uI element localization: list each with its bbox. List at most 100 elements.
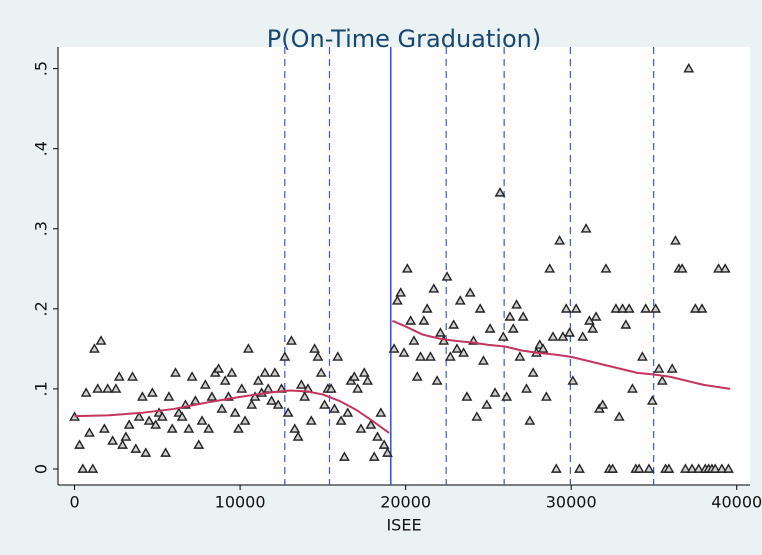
scatter-point: [617, 303, 628, 313]
scatter-point: [441, 271, 453, 281]
scatter-point: [246, 399, 258, 409]
scatter-point: [338, 451, 350, 461]
scatter-point: [504, 311, 516, 321]
scatter-point: [448, 319, 460, 329]
scatter-point: [521, 383, 532, 393]
fit-line: [74, 389, 390, 434]
scatter-point: [620, 319, 632, 329]
scatter-point: [289, 423, 301, 433]
x-tick-label: 20000: [380, 493, 431, 512]
scatter-point: [295, 379, 307, 389]
scatter-point: [388, 343, 400, 353]
scatter-point: [418, 315, 430, 325]
scatter-point: [428, 283, 440, 293]
scatter-point: [577, 331, 589, 341]
scatter-point: [514, 351, 526, 361]
scatter-point: [554, 235, 566, 245]
scatter-point: [365, 419, 377, 429]
scatter-point: [550, 463, 562, 473]
scatter-point: [560, 303, 572, 313]
scatter-point: [213, 363, 224, 373]
scatter-point: [501, 391, 513, 401]
scatter-point: [415, 351, 426, 361]
scatter-point: [676, 263, 688, 273]
scatter-point: [305, 415, 317, 425]
y-tick-label: .1: [32, 381, 51, 396]
scatter-point: [489, 387, 501, 397]
scatter-point: [497, 331, 509, 341]
scatter-point: [574, 463, 585, 473]
scatter-point: [590, 311, 602, 321]
scatter-point: [329, 403, 340, 413]
scatter-point: [199, 379, 211, 389]
scatter-point: [242, 343, 254, 353]
scatter-point: [408, 335, 420, 345]
scatter-point: [239, 415, 251, 425]
scatter-point: [74, 439, 85, 449]
scatter-point: [102, 383, 114, 393]
scatter-point: [613, 411, 625, 421]
scatter-point: [292, 431, 304, 441]
scatter-point: [537, 343, 549, 353]
scatter-point: [312, 351, 324, 361]
scatter-point: [156, 411, 168, 421]
y-tick-label: .3: [32, 221, 51, 236]
scatter-point: [713, 263, 724, 273]
scatter-point: [411, 371, 423, 381]
scatter-point: [719, 263, 731, 273]
scatter-point: [507, 323, 519, 333]
scatter-point: [643, 463, 655, 473]
scatter-point: [183, 423, 195, 433]
scatter-point: [474, 303, 486, 313]
scatter-point: [666, 363, 678, 373]
scatter-point: [342, 407, 354, 417]
scatter-point: [272, 399, 284, 409]
scatter-point: [87, 463, 99, 473]
scatter-point: [127, 371, 138, 381]
x-tick-label: 40000: [711, 493, 762, 512]
scatter-point: [600, 263, 612, 273]
scatter-point: [454, 295, 466, 305]
scatter-point: [431, 375, 443, 385]
scatter-point: [176, 411, 188, 421]
scatter-point: [567, 375, 579, 385]
scatter-point: [481, 399, 493, 409]
scatter-point: [143, 415, 155, 425]
scatter-point: [120, 431, 132, 441]
plot-area: [58, 47, 750, 485]
scatter-point: [332, 351, 344, 361]
scatter-point: [113, 371, 125, 381]
scatter-point: [229, 407, 241, 417]
scatter-point: [686, 463, 698, 473]
y-tick-label: .2: [32, 301, 51, 316]
scatter-point: [219, 375, 231, 385]
scatter-point: [348, 371, 360, 381]
scatter-point: [368, 451, 380, 461]
scatter-point: [633, 463, 645, 473]
scatter-point: [663, 463, 675, 473]
scatter-point: [580, 223, 592, 233]
scatter-point: [80, 387, 92, 397]
y-tick-label: 0: [32, 464, 51, 474]
scatter-point: [196, 415, 208, 425]
scatter-point: [435, 327, 446, 337]
chart-title: P(On-Time Graduation): [267, 25, 541, 53]
scatter-point: [166, 423, 178, 433]
scatter-point: [236, 383, 248, 393]
scatter-point: [358, 367, 370, 377]
y-tick-label: .4: [32, 141, 51, 156]
scatter-point: [464, 287, 476, 297]
scatter-point: [494, 187, 506, 197]
scatter-point: [252, 375, 264, 385]
scatter-point: [107, 435, 119, 445]
scatter-point: [627, 383, 638, 393]
scatter-point: [544, 263, 556, 273]
scatter-point: [587, 323, 599, 333]
scatter-point: [146, 387, 158, 397]
scatter-point: [279, 351, 291, 361]
scatter-point: [259, 367, 271, 377]
scatter-point: [375, 407, 387, 417]
x-axis-label: ISEE: [386, 516, 421, 535]
scatter-point: [540, 391, 552, 401]
